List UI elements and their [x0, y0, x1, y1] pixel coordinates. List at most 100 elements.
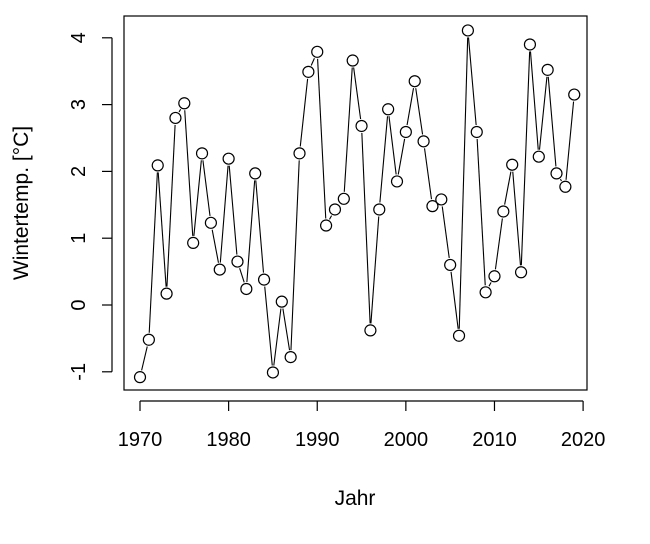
y-tick-label: 3	[68, 99, 90, 110]
data-point	[452, 329, 466, 342]
data-point	[514, 266, 528, 279]
data-point	[204, 216, 217, 229]
data-point	[390, 175, 404, 188]
series-line-segment	[239, 268, 245, 283]
x-tick-label: 1980	[206, 429, 251, 451]
series-line-segment	[559, 178, 562, 182]
series-line-segment	[310, 58, 315, 66]
series-line-segment	[353, 67, 362, 120]
x-tick-label: 1990	[295, 429, 340, 451]
series-line-segment	[397, 138, 406, 175]
series-line-segment	[538, 76, 548, 150]
data-point	[559, 180, 572, 193]
series-line-segment	[184, 110, 194, 236]
series-line-segment	[246, 180, 256, 283]
data-point	[302, 65, 315, 78]
x-axis-title: Jahr	[335, 487, 376, 510]
series-line-segment	[299, 78, 309, 147]
y-axis-title: Wintertemp. [°C]	[10, 126, 33, 280]
series-line-segment	[423, 148, 433, 200]
data-point	[461, 24, 474, 37]
series-line-segment	[450, 271, 459, 329]
data-point	[364, 324, 377, 337]
series-line-segment	[379, 116, 389, 203]
x-tick-label: 2000	[384, 429, 429, 451]
series-line-segment	[529, 51, 539, 150]
series-line-segment	[282, 308, 291, 351]
data-point	[444, 258, 457, 272]
series-line-segment	[193, 160, 202, 236]
y-tick-label: -1	[68, 363, 90, 381]
data-point	[178, 97, 191, 110]
series-line-segment	[264, 286, 273, 366]
series-line-segment	[228, 165, 238, 255]
series-line-segment	[476, 138, 486, 286]
data-point	[479, 286, 492, 299]
series-line-segment	[441, 206, 450, 259]
x-ticks: 1970 1980 1990 2000 2010 2020	[118, 401, 606, 451]
data-point	[151, 159, 164, 172]
series-line-segment	[202, 160, 211, 216]
series-line-segment	[406, 88, 415, 126]
series-line-segment	[343, 67, 353, 192]
data-point	[506, 158, 519, 171]
x-axis: 1970 1980 1990 2000 2010 2020	[118, 400, 606, 451]
series-line-segment	[520, 51, 531, 266]
data-point	[169, 111, 182, 125]
data-point	[266, 366, 280, 379]
series-line-segment	[415, 88, 424, 135]
series-line-segment	[255, 180, 265, 273]
data-point	[523, 38, 537, 51]
series-line-segment	[219, 165, 229, 263]
series-line-segment	[317, 58, 327, 219]
data-point	[470, 125, 483, 139]
plot-frame	[123, 15, 588, 391]
data-point	[160, 287, 173, 300]
data-point	[284, 351, 297, 364]
data-point	[275, 295, 288, 308]
y-axis: -1 0 1 2 3 4	[68, 32, 113, 381]
data-point	[399, 125, 412, 139]
series-line-segment	[512, 171, 522, 266]
data-point	[311, 45, 324, 58]
data-point	[417, 135, 430, 148]
data-point	[133, 371, 147, 384]
series-line-segment	[273, 308, 282, 366]
data-point	[187, 236, 200, 249]
y-ticks: -1 0 1 2 3 4	[68, 32, 112, 381]
plot-area	[123, 15, 588, 391]
data-point	[213, 263, 226, 276]
data-point	[497, 205, 510, 218]
data-point	[195, 147, 209, 160]
data-point	[257, 273, 271, 286]
x-tick-label: 2020	[561, 429, 606, 451]
x-tick-label: 1970	[118, 429, 163, 451]
series-line-segment	[458, 37, 469, 329]
data-point	[373, 203, 386, 216]
series-line-segment	[211, 229, 219, 263]
data-point	[488, 270, 501, 283]
series-line-segment	[141, 346, 148, 371]
x-tick-label: 2010	[472, 429, 517, 451]
series-line-segment	[361, 132, 371, 324]
data-point	[532, 150, 545, 163]
y-tick-label: 1	[68, 233, 90, 244]
data-point	[408, 75, 421, 88]
series-line-segment	[494, 218, 503, 270]
series-line-segment	[467, 37, 477, 126]
series-layer	[133, 24, 581, 384]
series-line-segment	[157, 172, 167, 287]
data-point	[240, 282, 253, 296]
series-line-segment	[370, 216, 380, 324]
series-line-segment	[290, 160, 300, 351]
series-line-segment	[565, 101, 575, 180]
series-line-segment	[178, 108, 182, 113]
series-line-segment	[504, 171, 512, 205]
data-point	[337, 192, 350, 205]
series-line-segment	[166, 124, 176, 287]
data-point	[328, 203, 342, 216]
data-point	[231, 255, 244, 268]
series-line-segment	[547, 76, 557, 167]
data-point	[249, 167, 262, 180]
